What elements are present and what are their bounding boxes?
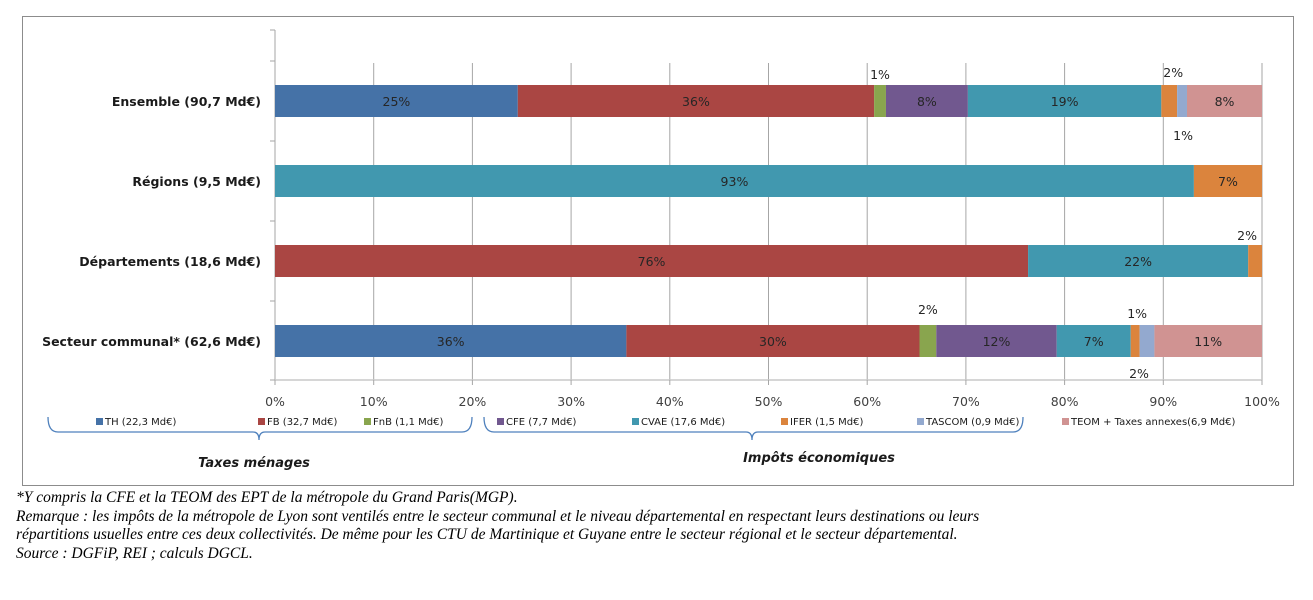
bar-segment bbox=[275, 85, 518, 117]
legend-swatch bbox=[632, 418, 639, 425]
data-label: 19% bbox=[1051, 94, 1079, 109]
bar-segment bbox=[1186, 85, 1262, 117]
data-label: 76% bbox=[638, 254, 666, 269]
data-label: 1% bbox=[870, 67, 890, 82]
bar-segment bbox=[1154, 325, 1262, 357]
chart-notes: *Y compris la CFE et la TEOM des EPT de … bbox=[16, 489, 1306, 563]
x-tick-label: 90% bbox=[1149, 394, 1177, 409]
data-label: 8% bbox=[1215, 94, 1235, 109]
data-label: 8% bbox=[917, 94, 937, 109]
legend-swatch bbox=[497, 418, 504, 425]
data-label: 36% bbox=[682, 94, 710, 109]
remark-line-1: Remarque : les impôts de la métropole de… bbox=[16, 507, 980, 525]
data-label: 7% bbox=[1218, 174, 1238, 189]
x-tick-label: 100% bbox=[1244, 394, 1280, 409]
data-label: 2% bbox=[1237, 228, 1257, 243]
bar-segment bbox=[517, 85, 875, 117]
data-label: 2% bbox=[1163, 65, 1183, 80]
data-label: 2% bbox=[918, 302, 938, 317]
bar-segment bbox=[967, 85, 1162, 117]
x-tick-label: 30% bbox=[557, 394, 585, 409]
data-label: 1% bbox=[1173, 128, 1193, 143]
data-label: 93% bbox=[721, 174, 749, 189]
legend-label: CFE (7,7 Md€) bbox=[506, 417, 577, 428]
remark-line-2: répartitions usuelles entre ces deux col… bbox=[16, 526, 958, 543]
data-label: 11% bbox=[1194, 334, 1222, 349]
legend-group-label: Impôts économiques bbox=[743, 451, 895, 466]
footnote-mgp: *Y compris la CFE et la TEOM des EPT de … bbox=[16, 489, 518, 506]
bar-segment bbox=[275, 165, 1194, 197]
bar-segment bbox=[885, 85, 968, 117]
bar-segment bbox=[1161, 85, 1178, 117]
legend-label: IFER (1,5 Md€) bbox=[790, 417, 863, 428]
legend-swatch bbox=[917, 418, 924, 425]
x-tick-label: 80% bbox=[1051, 394, 1079, 409]
bar-segment bbox=[275, 325, 627, 357]
legend-label: TASCOM (0,9 Md€) bbox=[925, 417, 1020, 428]
source-note: Source : DGFiP, REI ; calculs DGCL. bbox=[16, 544, 253, 562]
x-tick-label: 0% bbox=[265, 394, 285, 409]
category-label: Régions (9,5 Md€) bbox=[132, 174, 261, 189]
chart-frame bbox=[22, 16, 1294, 486]
bar-segment bbox=[919, 325, 937, 357]
bar-segment bbox=[874, 85, 886, 117]
category-label: Départements (18,6 Md€) bbox=[79, 254, 261, 269]
legend-swatch bbox=[364, 418, 371, 425]
bar-segment bbox=[936, 325, 1057, 357]
data-label: 7% bbox=[1084, 334, 1104, 349]
x-tick-label: 10% bbox=[360, 394, 388, 409]
bar-segment bbox=[626, 325, 920, 357]
legend-label: FnB (1,1 Md€) bbox=[373, 417, 443, 428]
legend-swatch bbox=[1062, 418, 1069, 425]
legend-swatch bbox=[96, 418, 103, 425]
bar-segment bbox=[1028, 245, 1249, 277]
bar-segment bbox=[1177, 85, 1187, 117]
data-label: 25% bbox=[383, 94, 411, 109]
data-label: 22% bbox=[1124, 254, 1152, 269]
bar-segment bbox=[1130, 325, 1140, 357]
bar-segment bbox=[1139, 325, 1155, 357]
x-tick-label: 20% bbox=[459, 394, 487, 409]
brace-taxes-menages bbox=[47, 416, 473, 441]
x-tick-label: 70% bbox=[952, 394, 980, 409]
stacked-bar-chart: 0% 10% 20% 30% 40% 50% 60% 70% 80% 90% 100% Ensembl… bbox=[42, 29, 1280, 471]
legend-label: TH (22,3 Md€) bbox=[104, 417, 176, 428]
x-tick-label: 40% bbox=[656, 394, 684, 409]
legend-label: CVAE (17,6 Md€) bbox=[641, 417, 725, 428]
legend-label: TEOM + Taxes annexes(6,9 Md€) bbox=[1070, 417, 1235, 428]
category-label: Ensemble (90,7 Md€) bbox=[112, 94, 261, 109]
legend-group-label: Taxes ménages bbox=[198, 456, 310, 471]
bar-segment bbox=[1193, 165, 1262, 197]
x-tick-label: 60% bbox=[853, 394, 881, 409]
data-label: 30% bbox=[759, 334, 787, 349]
legend-swatch bbox=[258, 418, 265, 425]
bar-segment bbox=[1056, 325, 1131, 357]
legend-swatch bbox=[781, 418, 788, 425]
legend-label: FB (32,7 Md€) bbox=[267, 417, 337, 428]
data-label: 36% bbox=[437, 334, 465, 349]
data-label: 1% bbox=[1127, 306, 1147, 321]
x-tick-label: 50% bbox=[755, 394, 783, 409]
data-label: 12% bbox=[983, 334, 1011, 349]
data-label: 2% bbox=[1129, 366, 1149, 381]
category-label: Secteur communal* (62,6 Md€) bbox=[42, 334, 261, 349]
bar-segment bbox=[275, 245, 1029, 277]
brace-impots-economiques bbox=[483, 416, 1024, 441]
bar-segment bbox=[1248, 245, 1262, 277]
